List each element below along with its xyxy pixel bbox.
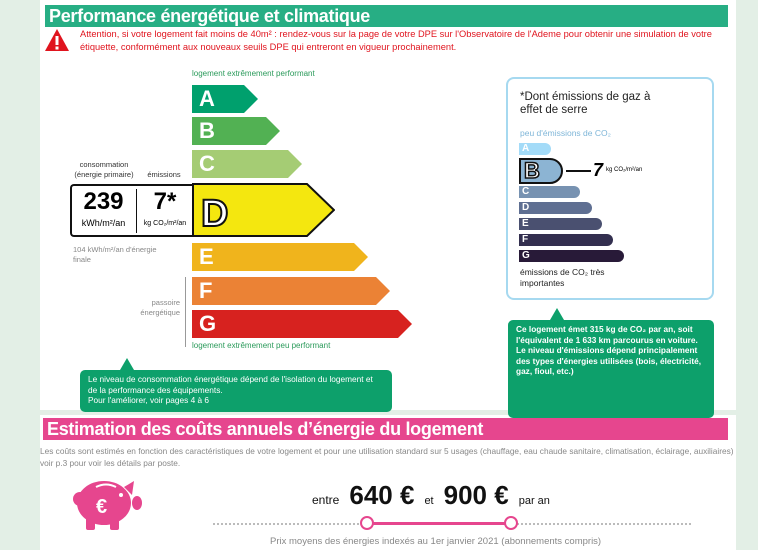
- svg-text:€: €: [96, 496, 107, 518]
- energy-class-letter: D: [201, 193, 228, 235]
- emissions-unit: kg CO₂/m²/an: [143, 220, 187, 227]
- energy-class-a: A: [192, 85, 258, 113]
- and-label: et: [424, 495, 434, 507]
- max-cost: 900 €: [443, 480, 509, 510]
- section-title-costs: Estimation des coûts annuels d’énergie d…: [43, 418, 728, 440]
- ges-box: *Dont émissions de gaz à effet de serre …: [506, 77, 714, 300]
- min-marker: [360, 516, 374, 530]
- section-title-performance: Performance énergétique et climatique: [45, 5, 728, 27]
- max-marker: [504, 516, 518, 530]
- costs-description: Les coûts sont estimés en fonction des c…: [40, 446, 734, 468]
- ges-title: *Dont émissions de gaz à effet de serre: [520, 91, 651, 116]
- consumption-unit: kWh/m²/an: [81, 218, 126, 228]
- bottom-label: logement extrêmement peu performant: [192, 341, 331, 350]
- consumption-value: 239: [83, 188, 124, 215]
- emissions-value: 7*: [153, 188, 177, 215]
- cost-range: entre 640 € et 900 € par an: [312, 480, 550, 510]
- ges-top-label: peu d'émissions de CO₂: [520, 128, 611, 138]
- ges-value: 7: [593, 160, 604, 180]
- energy-class-f: F: [192, 277, 390, 305]
- energy-class-b: B: [192, 117, 280, 145]
- passoire-line: [185, 277, 186, 347]
- consumption-info-bubble: Le niveau de consommation énergétique dé…: [80, 370, 392, 412]
- piggy-bank-icon: €: [73, 481, 142, 530]
- between-label: entre: [312, 493, 340, 507]
- ges-class-g: G: [519, 250, 624, 262]
- energy-class-d: D: [192, 183, 336, 237]
- current-values-box: 239 kWh/m²/an 7* kg CO₂/m²/an: [70, 184, 194, 237]
- ges-unit: kg CO₂/m²/an: [606, 167, 643, 173]
- emissions-label: émissions: [147, 170, 181, 179]
- energy-class-g: G: [192, 310, 412, 338]
- cost-range-bar: [367, 522, 511, 525]
- final-energy: 104 kWh/m²/an d'énergie finale: [73, 245, 157, 264]
- passoire-label: passoire énergétique: [140, 298, 180, 317]
- ges-class-b: B: [519, 158, 563, 184]
- ges-info-bubble: Ce logement émet 315 kg de CO₂ par an, s…: [508, 320, 714, 418]
- ges-class-d: D: [519, 202, 592, 214]
- ges-class-c: C: [519, 186, 580, 198]
- top-label: logement extrêmement performant: [192, 69, 315, 78]
- energy-class-c: C: [192, 150, 302, 178]
- warning-text: Attention, si votre logement fait moins …: [80, 29, 712, 52]
- warning-icon: [45, 29, 69, 51]
- price-note: Prix moyens des énergies indexés au 1er …: [270, 536, 602, 547]
- energy-class-e: E: [192, 243, 368, 271]
- per-year-label: par an: [518, 495, 550, 507]
- min-cost: 640 €: [349, 480, 415, 510]
- ges-class-f: F: [519, 234, 613, 246]
- consumption-label: consommation (énergie primaire): [74, 160, 134, 179]
- ges-value-pointer: [566, 170, 591, 172]
- ges-bottom-label: émissions de CO₂ très importantes: [520, 267, 605, 288]
- ges-class-a: A: [519, 143, 551, 155]
- ges-class-e: E: [519, 218, 602, 230]
